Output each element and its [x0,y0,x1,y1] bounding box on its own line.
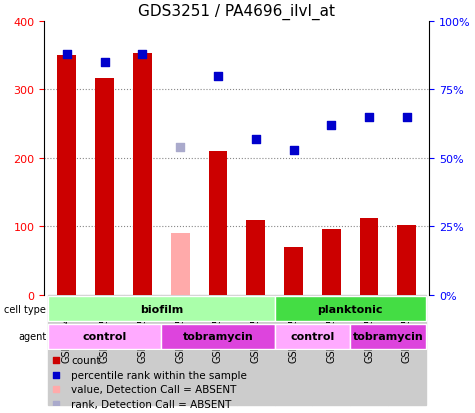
FancyBboxPatch shape [275,324,350,349]
FancyBboxPatch shape [275,297,426,321]
Point [338,364,346,371]
Bar [284,247,303,295]
Text: planktonic: planktonic [317,304,383,314]
Point [403,114,410,121]
Bar [95,79,114,295]
Text: control: control [83,331,127,341]
Bar [171,234,190,295]
Text: tobramycin: tobramycin [352,331,423,341]
Point [327,122,335,129]
Bar [162,295,199,405]
Point [63,51,71,58]
FancyBboxPatch shape [48,324,162,349]
Point [252,136,259,142]
FancyBboxPatch shape [350,324,426,349]
Bar [322,230,341,295]
Bar [133,54,152,295]
Text: percentile rank within the sample: percentile rank within the sample [71,370,247,380]
Point [139,51,146,58]
Text: value, Detection Call = ABSENT: value, Detection Call = ABSENT [71,385,237,394]
Point [101,59,108,66]
Text: agent: agent [18,331,46,341]
Bar [86,295,124,405]
Bar [360,218,379,295]
Bar [313,295,350,405]
Point [365,114,373,121]
Point [176,144,184,151]
Text: rank, Detection Call = ABSENT: rank, Detection Call = ABSENT [71,399,232,408]
Bar [48,295,86,405]
Point [338,100,346,107]
Bar [247,221,265,295]
Text: cell type: cell type [4,304,46,314]
FancyBboxPatch shape [48,297,275,321]
FancyBboxPatch shape [162,324,275,349]
Bar [57,56,76,295]
Text: biofilm: biofilm [140,304,183,314]
Text: count: count [71,355,101,365]
Point [214,73,222,80]
Point [338,235,346,241]
Bar [398,225,416,295]
Text: tobramycin: tobramycin [182,331,253,341]
Bar [209,152,228,295]
Point [290,147,297,154]
Bar [237,295,275,405]
Bar [388,295,426,405]
Bar [199,295,237,405]
Title: GDS3251 / PA4696_ilvI_at: GDS3251 / PA4696_ilvI_at [138,4,335,20]
Bar [124,295,162,405]
Bar [350,295,388,405]
Bar [275,295,313,405]
Text: control: control [290,331,334,341]
